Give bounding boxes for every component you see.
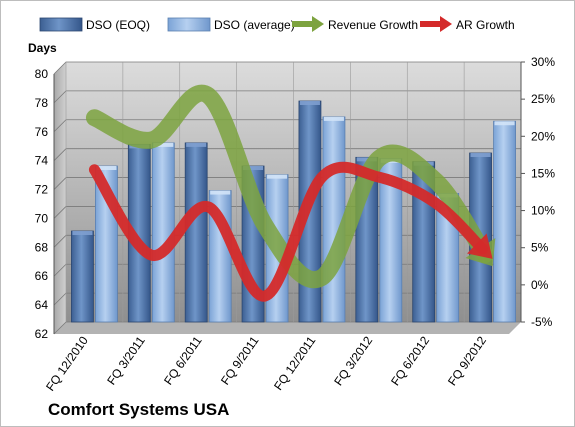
bar-dso-average-1 bbox=[151, 142, 175, 323]
side-wall bbox=[54, 62, 66, 334]
legend: DSO (EOQ) DSO (average) Revenue Growth AR G… bbox=[39, 16, 515, 32]
left-tick-label: 80 bbox=[35, 67, 49, 81]
left-tick-label: 66 bbox=[35, 269, 49, 283]
legend-revenue-growth-label: Revenue Growth bbox=[328, 18, 418, 32]
legend-ar-growth-label: AR Growth bbox=[456, 18, 515, 32]
right-tick-label: 5% bbox=[531, 241, 549, 255]
legend-ar-growth-arrow bbox=[440, 16, 452, 32]
legend-revenue-growth: Revenue Growth bbox=[292, 16, 418, 32]
bar-dso-average-7 bbox=[493, 120, 516, 323]
bar-dso-eoq-0 bbox=[71, 230, 94, 323]
legend-dso-eoq-swatch bbox=[39, 17, 83, 32]
ar-growth-line bbox=[88, 161, 489, 302]
left-tick-label: 76 bbox=[35, 125, 49, 139]
legend-revenue-growth-arrow bbox=[312, 16, 324, 32]
right-tick-label: 0% bbox=[531, 278, 549, 292]
left-tick-label: 70 bbox=[35, 211, 49, 225]
right-tick-label: 10% bbox=[531, 204, 555, 218]
left-tick-label: 62 bbox=[35, 327, 49, 341]
growth-lines bbox=[85, 84, 496, 302]
ar-growth-arrowhead bbox=[467, 233, 493, 259]
chart-title: Comfort Systems USA bbox=[48, 400, 229, 419]
right-tick-label: 20% bbox=[531, 129, 555, 143]
legend-dso-eoq-label: DSO (EOQ) bbox=[86, 18, 150, 32]
legend-dso-average-swatch bbox=[167, 17, 211, 32]
left-tick-label: 68 bbox=[35, 240, 49, 254]
y-axis-title: Days bbox=[28, 41, 57, 55]
legend-dso-eoq: DSO (EOQ) bbox=[39, 17, 150, 32]
axes bbox=[53, 62, 522, 334]
left-tick-label: 78 bbox=[35, 96, 49, 110]
left-axis-ticks: 62 64 66 68 70 72 74 76 78 80 bbox=[35, 67, 49, 341]
left-tick-label: 64 bbox=[35, 298, 49, 312]
right-tick-label: 25% bbox=[531, 92, 555, 106]
legend-ar-growth: AR Growth bbox=[420, 16, 515, 32]
right-axis-ticks: -5% 0% 5% 10% 15% 20% 25% 30% bbox=[521, 55, 555, 329]
right-tick-label: 30% bbox=[531, 55, 555, 69]
left-tick-label: 72 bbox=[35, 183, 49, 197]
legend-dso-average-label: DSO (average) bbox=[214, 18, 295, 32]
legend-dso-average: DSO (average) bbox=[167, 17, 295, 32]
floor bbox=[54, 322, 521, 334]
right-tick-label: 15% bbox=[531, 166, 555, 180]
right-tick-label: -5% bbox=[531, 315, 553, 329]
left-tick-label: 74 bbox=[35, 154, 49, 168]
bar-dso-eoq-2 bbox=[184, 142, 208, 323]
